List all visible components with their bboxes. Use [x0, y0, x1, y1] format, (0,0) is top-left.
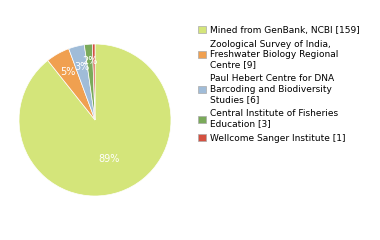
Wedge shape	[69, 45, 95, 120]
Wedge shape	[84, 44, 95, 120]
Text: 3%: 3%	[74, 62, 89, 72]
Text: 2%: 2%	[82, 56, 97, 66]
Wedge shape	[92, 44, 95, 120]
Wedge shape	[48, 49, 95, 120]
Legend: Mined from GenBank, NCBI [159], Zoological Survey of India,
Freshwater Biology R: Mined from GenBank, NCBI [159], Zoologic…	[198, 26, 360, 143]
Text: 5%: 5%	[60, 67, 76, 77]
Text: 89%: 89%	[98, 155, 119, 164]
Wedge shape	[19, 44, 171, 196]
